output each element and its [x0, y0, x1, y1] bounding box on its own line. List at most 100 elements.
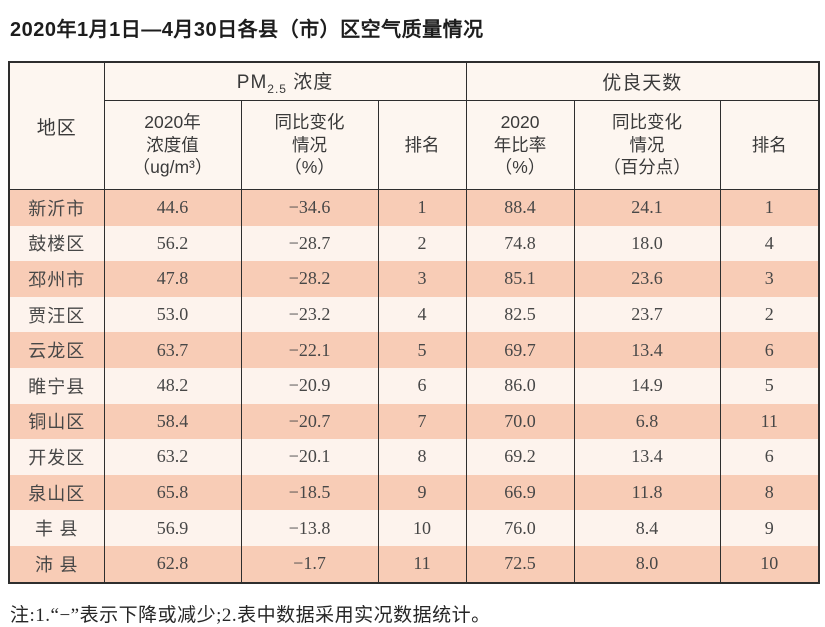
cell-pm-value: 47.8 — [103, 261, 242, 297]
table-row: 开发区 63.2 −20.1 8 69.2 13.4 6 — [8, 439, 820, 475]
col-group-pm25: PM2.5 浓度 — [103, 61, 467, 101]
table-row: 泉山区 65.8 −18.5 9 66.9 11.8 8 — [8, 474, 820, 511]
cell-pm-rank: 7 — [377, 403, 467, 440]
header-group-row: 地区 PM2.5 浓度 优良天数 — [8, 61, 820, 190]
cell-good-rate: 86.0 — [465, 367, 575, 404]
cell-pm-change: −23.2 — [240, 296, 379, 333]
table-row: 云龙区 63.7 −22.1 5 69.7 13.4 6 — [8, 332, 820, 368]
cell-pm-change: −20.9 — [240, 367, 379, 404]
cell-good-rank: 4 — [719, 225, 820, 262]
col-group-good-days: 优良天数 — [465, 61, 820, 101]
cell-good-rank: 5 — [719, 367, 820, 404]
cell-good-rate: 72.5 — [465, 545, 575, 583]
cell-pm-change: −22.1 — [240, 332, 379, 368]
cell-pm-change: −28.7 — [240, 225, 379, 262]
table-row: 邳州市 47.8 −28.2 3 85.1 23.6 3 — [8, 261, 820, 297]
cell-pm-change: −20.1 — [240, 439, 379, 475]
cell-pm-rank: 11 — [377, 545, 467, 583]
cell-pm-rank: 1 — [377, 189, 467, 226]
cell-pm-value: 65.8 — [103, 474, 242, 511]
pm25-subscript: 2.5 — [267, 81, 287, 96]
col-header-region: 地区 — [8, 61, 105, 190]
cell-good-change: 14.9 — [573, 367, 721, 404]
cell-region: 贾汪区 — [8, 296, 105, 333]
cell-good-rate: 88.4 — [465, 189, 575, 226]
table-row: 铜山区 58.4 −20.7 7 70.0 6.8 11 — [8, 403, 820, 440]
cell-good-change: 18.0 — [573, 225, 721, 262]
cell-pm-change: −1.7 — [240, 545, 379, 583]
cell-pm-rank: 5 — [377, 332, 467, 368]
cell-good-change: 23.6 — [573, 261, 721, 297]
cell-pm-value: 56.2 — [103, 225, 242, 262]
cell-good-change: 13.4 — [573, 439, 721, 475]
cell-pm-rank: 10 — [377, 510, 467, 546]
air-quality-table: 地区 PM2.5 浓度 优良天数 2020年 浓度值 （ug/m³） 同比变化 … — [8, 61, 821, 584]
cell-good-rate: 74.8 — [465, 225, 575, 262]
cell-pm-change: −18.5 — [240, 474, 379, 511]
footnote: 注:1.“−”表示下降或减少;2.表中数据采用实况数据统计。 — [10, 604, 491, 626]
cell-pm-rank: 4 — [377, 296, 467, 333]
cell-pm-value: 53.0 — [103, 296, 242, 333]
cell-good-change: 23.7 — [573, 296, 721, 333]
cell-region: 沛 县 — [8, 545, 105, 583]
cell-good-rank: 8 — [719, 474, 820, 511]
cell-good-change: 8.4 — [573, 510, 721, 546]
cell-pm-change: −20.7 — [240, 403, 379, 440]
cell-region: 云龙区 — [8, 332, 105, 368]
cell-good-change: 11.8 — [573, 474, 721, 511]
cell-good-rate: 69.2 — [465, 439, 575, 475]
cell-good-rank: 11 — [719, 403, 820, 440]
table-row: 沛 县 62.8 −1.7 11 72.5 8.0 10 — [8, 545, 820, 583]
table-row: 睢宁县 48.2 −20.9 6 86.0 14.9 5 — [8, 367, 820, 404]
header-sub-row: 2020年 浓度值 （ug/m³） 同比变化 情况 （%） 排名 2020 年比… — [9, 100, 820, 190]
col-header-pm-change: 同比变化 情况 （%） — [240, 100, 379, 190]
cell-good-rank: 6 — [719, 332, 820, 368]
cell-good-rank: 2 — [719, 296, 820, 333]
pm25-label-prefix: PM — [236, 72, 268, 94]
cell-pm-rank: 9 — [377, 474, 467, 511]
cell-good-rate: 70.0 — [465, 403, 575, 440]
cell-pm-value: 48.2 — [103, 367, 242, 404]
cell-good-change: 24.1 — [573, 189, 721, 226]
table-row: 丰 县 56.9 −13.8 10 76.0 8.4 9 — [8, 510, 820, 546]
table-body: 新沂市 44.6 −34.6 1 88.4 24.1 1 鼓楼区 56.2 −28.7 2 74.8 1… — [8, 189, 820, 583]
cell-good-change: 13.4 — [573, 332, 721, 368]
table-row: 新沂市 44.6 −34.6 1 88.4 24.1 1 — [8, 189, 820, 226]
cell-region: 丰 县 — [8, 510, 105, 546]
page-title: 2020年1月1日—4月30日各县（市）区空气质量情况 — [10, 19, 484, 41]
col-header-good-change: 同比变化 情况 （百分点） — [573, 100, 721, 190]
cell-good-rank: 1 — [719, 189, 820, 226]
cell-pm-change: −13.8 — [240, 510, 379, 546]
col-header-pm-rank: 排名 — [377, 100, 467, 190]
cell-good-rank: 9 — [719, 510, 820, 546]
cell-pm-change: −34.6 — [240, 189, 379, 226]
cell-region: 睢宁县 — [8, 367, 105, 404]
cell-pm-rank: 6 — [377, 367, 467, 404]
cell-pm-change: −28.2 — [240, 261, 379, 297]
cell-region: 鼓楼区 — [8, 225, 105, 262]
cell-region: 铜山区 — [8, 403, 105, 440]
cell-good-rate: 76.0 — [465, 510, 575, 546]
cell-good-rate: 82.5 — [465, 296, 575, 333]
cell-good-rate: 69.7 — [465, 332, 575, 368]
cell-pm-rank: 2 — [377, 225, 467, 262]
cell-pm-rank: 3 — [377, 261, 467, 297]
cell-good-rank: 10 — [719, 545, 820, 583]
cell-region: 泉山区 — [8, 474, 105, 511]
table-row: 贾汪区 53.0 −23.2 4 82.5 23.7 2 — [8, 296, 820, 333]
cell-pm-value: 44.6 — [103, 189, 242, 226]
cell-pm-rank: 8 — [377, 439, 467, 475]
cell-good-rate: 85.1 — [465, 261, 575, 297]
col-header-pm-value: 2020年 浓度值 （ug/m³） — [103, 100, 242, 190]
cell-region: 新沂市 — [8, 189, 105, 226]
cell-pm-value: 56.9 — [103, 510, 242, 546]
cell-good-rank: 3 — [719, 261, 820, 297]
cell-pm-value: 62.8 — [103, 545, 242, 583]
cell-region: 邳州市 — [8, 261, 105, 297]
cell-region: 开发区 — [8, 439, 105, 475]
cell-pm-value: 63.2 — [103, 439, 242, 475]
col-header-good-rank: 排名 — [719, 100, 820, 190]
cell-good-rank: 6 — [719, 439, 820, 475]
col-header-good-rate: 2020 年比率 （%） — [465, 100, 575, 190]
